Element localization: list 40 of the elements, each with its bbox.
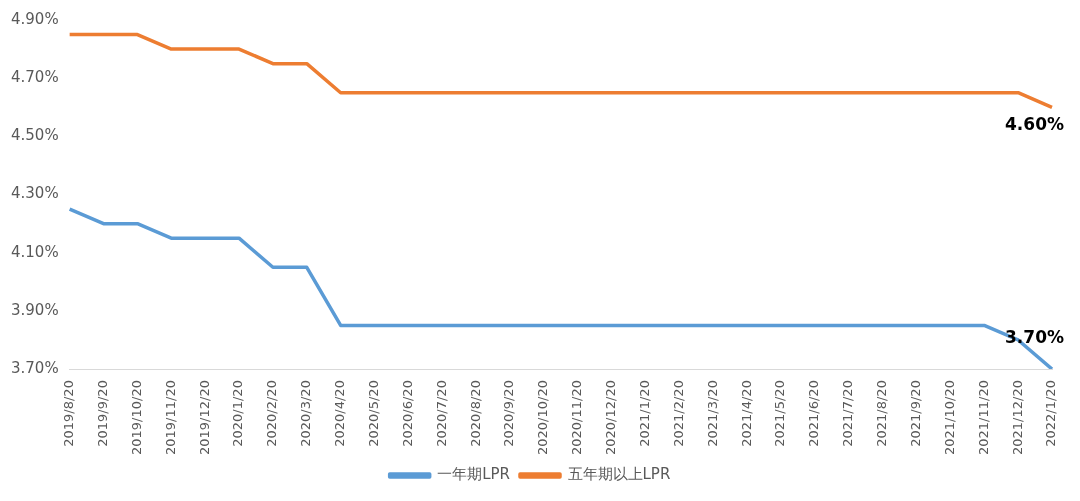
x-tick-label: 2020/9/20 (501, 380, 517, 447)
x-tick-label: 2020/8/20 (467, 380, 483, 447)
x-tick-label: 2021/5/20 (772, 380, 788, 447)
x-tick-label: 2020/3/20 (298, 380, 314, 447)
y-tick-label: 4.10% (11, 242, 59, 261)
x-tick-label: 2019/10/20 (128, 380, 144, 456)
y-tick-label: 3.70% (11, 358, 59, 377)
x-tick-label: 2021/2/20 (670, 380, 686, 447)
x-tick-label: 2020/11/20 (569, 380, 585, 456)
x-tick-label: 2019/8/20 (61, 380, 77, 447)
x-tick-label: 2019/11/20 (162, 380, 178, 456)
x-tick-label: 2020/6/20 (399, 380, 415, 447)
x-tick-label: 2021/12/20 (1009, 380, 1025, 456)
x-tick-label: 2020/12/20 (603, 380, 619, 456)
x-tick-label: 2021/4/20 (738, 380, 754, 447)
y-tick-label: 4.30% (11, 184, 59, 203)
x-tick-label: 2021/1/20 (636, 380, 652, 447)
x-tick-label: 2021/3/20 (704, 380, 720, 447)
x-tick-label: 2020/10/20 (535, 380, 551, 456)
x-tick-label: 2019/12/20 (196, 380, 212, 456)
x-tick-label: 2022/1/20 (1043, 380, 1059, 447)
x-tick-label: 2021/7/20 (840, 380, 856, 447)
y-tick-label: 4.70% (11, 68, 59, 87)
x-tick-label: 2020/7/20 (433, 380, 449, 447)
data-label: 4.60% (1005, 114, 1064, 135)
x-tick-label: 2021/10/20 (941, 380, 957, 456)
x-tick-label: 2021/9/20 (907, 380, 923, 447)
x-tick-label: 2019/9/20 (94, 380, 110, 447)
x-tick-label: 2020/2/20 (264, 380, 280, 447)
x-tick-label: 2021/8/20 (874, 380, 889, 447)
x-tick-label: 2020/4/20 (332, 380, 348, 447)
legend-label: 五年期以上LPR (567, 465, 671, 484)
x-tick-label: 2021/6/20 (806, 380, 822, 447)
y-tick-label: 4.50% (11, 126, 59, 145)
legend-label: 一年期LPR (437, 465, 510, 484)
x-tick-label: 2020/1/20 (230, 380, 246, 447)
y-tick-label: 4.90% (11, 9, 59, 28)
x-tick-label: 2020/5/20 (365, 380, 381, 447)
y-tick-label: 3.90% (11, 300, 59, 319)
x-tick-label: 2021/11/20 (975, 380, 991, 456)
